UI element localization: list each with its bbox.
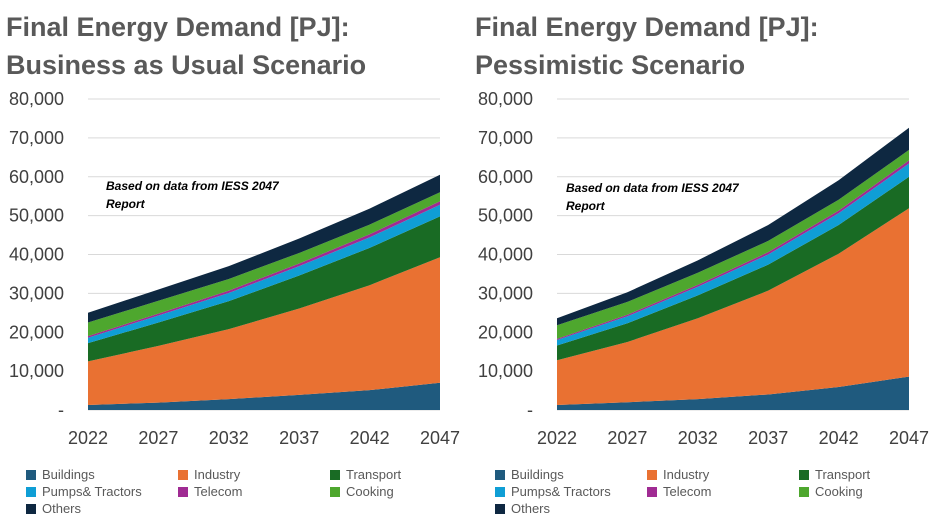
x-tick-label: 2042 bbox=[819, 428, 859, 448]
y-tick-label: 50,000 bbox=[478, 206, 533, 226]
x-tick-label: 2037 bbox=[279, 428, 319, 448]
legend-swatch bbox=[799, 470, 809, 480]
legend-swatch bbox=[647, 470, 657, 480]
y-tick-label: 20,000 bbox=[9, 322, 64, 342]
y-tick-label: - bbox=[58, 400, 64, 420]
legend-swatch bbox=[178, 487, 188, 497]
legend-label: Telecom bbox=[194, 484, 243, 499]
legend-item-telecom: Telecom bbox=[178, 484, 242, 500]
chart-title-line2: Pessimistic Scenario bbox=[475, 50, 746, 80]
legend-label: Industry bbox=[663, 467, 710, 482]
legend-item-pumps-tractors: Pumps& Tractors bbox=[495, 484, 611, 500]
annotation-line1: Based on data from IESS 2047 bbox=[566, 181, 740, 195]
x-tick-label: 2022 bbox=[68, 428, 108, 448]
legend-swatch bbox=[330, 487, 340, 497]
chart-panel-pessimistic: Final Energy Demand [PJ]: Pessimistic Sc… bbox=[469, 0, 938, 530]
y-tick-label: 10,000 bbox=[478, 361, 533, 381]
legend-item-transport: Transport bbox=[799, 467, 870, 483]
legend-label: Industry bbox=[194, 467, 241, 482]
area-series-transport bbox=[88, 216, 440, 362]
x-tick-label: 2037 bbox=[748, 428, 788, 448]
area-series-transport bbox=[557, 176, 909, 361]
chart-panel-bau: Final Energy Demand [PJ]: Business as Us… bbox=[6, 8, 460, 517]
legend-swatch bbox=[799, 487, 809, 497]
y-tick-label: 50,000 bbox=[9, 206, 64, 226]
area-series-buildings bbox=[88, 382, 440, 410]
legend-swatch bbox=[330, 470, 340, 480]
y-tick-label: 40,000 bbox=[9, 245, 64, 265]
y-tick-label: 20,000 bbox=[478, 322, 533, 342]
y-tick-label: 70,000 bbox=[9, 128, 64, 148]
chart-title-line1: Final Energy Demand [PJ]: bbox=[475, 12, 819, 42]
legend-label: Others bbox=[511, 501, 551, 516]
legend-item-others: Others bbox=[495, 501, 550, 517]
chart-title: Final Energy Demand [PJ]: Pessimistic Sc… bbox=[475, 8, 819, 84]
legend-label: Cooking bbox=[815, 484, 863, 499]
legend-label: Buildings bbox=[42, 467, 95, 482]
x-tick-label: 2027 bbox=[138, 428, 178, 448]
x-tick-label: 2042 bbox=[350, 428, 390, 448]
area-series-industry bbox=[557, 208, 909, 405]
legend-item-industry: Industry bbox=[647, 467, 709, 483]
legend-label: Buildings bbox=[511, 467, 564, 482]
annotation-line2: Report bbox=[106, 197, 146, 211]
legend-item-buildings: Buildings bbox=[26, 467, 95, 483]
legend-swatch bbox=[26, 470, 36, 480]
chart-title-line2: Business as Usual Scenario bbox=[6, 50, 367, 80]
legend-label: Pumps& Tractors bbox=[42, 484, 142, 499]
legend-item-transport: Transport bbox=[330, 467, 401, 483]
area-series-cooking bbox=[557, 149, 909, 339]
chart-title-line1: Final Energy Demand [PJ]: bbox=[6, 12, 350, 42]
legend-swatch bbox=[26, 504, 36, 514]
y-tick-label: 70,000 bbox=[478, 128, 533, 148]
y-tick-label: 80,000 bbox=[9, 89, 64, 109]
legend-swatch bbox=[26, 487, 36, 497]
chart-title: Final Energy Demand [PJ]: Business as Us… bbox=[6, 8, 366, 84]
area-chart-bau: - 10,000 20,000 30,000 40,000 50,000 60,000 70,… bbox=[9, 89, 460, 448]
area-series-buildings bbox=[557, 376, 909, 410]
x-tick-label: 2022 bbox=[537, 428, 577, 448]
legend-label: Pumps& Tractors bbox=[511, 484, 611, 499]
legend-label: Cooking bbox=[346, 484, 394, 499]
legend-item-telecom: Telecom bbox=[647, 484, 711, 500]
area-series-pumps-tractors bbox=[88, 204, 440, 344]
area-series-others bbox=[88, 174, 440, 323]
legend-item-cooking: Cooking bbox=[330, 484, 394, 500]
legend-swatch bbox=[178, 470, 188, 480]
y-tick-label: 30,000 bbox=[9, 283, 64, 303]
y-tick-label: 60,000 bbox=[9, 167, 64, 187]
area-series-cooking bbox=[88, 192, 440, 337]
legend-swatch bbox=[495, 504, 505, 514]
legend-label: Telecom bbox=[663, 484, 712, 499]
legend-swatch bbox=[647, 487, 657, 497]
area-series-others bbox=[557, 127, 909, 326]
annotation-line1: Based on data from IESS 2047 bbox=[106, 179, 280, 193]
x-tick-label: 2032 bbox=[678, 428, 718, 448]
legend-swatch bbox=[495, 470, 505, 480]
y-tick-label: 60,000 bbox=[478, 167, 533, 187]
legend-label: Transport bbox=[346, 467, 402, 482]
legend-item-buildings: Buildings bbox=[495, 467, 564, 483]
legend-label: Others bbox=[42, 501, 82, 516]
legend-item-industry: Industry bbox=[178, 467, 240, 483]
legend-item-others: Others bbox=[26, 501, 81, 517]
area-series-industry bbox=[88, 257, 440, 405]
legend-label: Transport bbox=[815, 467, 871, 482]
x-tick-label: 2047 bbox=[420, 428, 460, 448]
annotation-line2: Report bbox=[566, 199, 606, 213]
y-tick-label: 80,000 bbox=[478, 89, 533, 109]
y-tick-label: 10,000 bbox=[9, 361, 64, 381]
y-tick-label: 30,000 bbox=[478, 283, 533, 303]
y-tick-label: - bbox=[527, 400, 533, 420]
legend-item-pumps-tractors: Pumps& Tractors bbox=[26, 484, 142, 500]
legend-swatch bbox=[495, 487, 505, 497]
legend-item-cooking: Cooking bbox=[799, 484, 863, 500]
y-tick-label: 40,000 bbox=[478, 245, 533, 265]
x-tick-label: 2027 bbox=[607, 428, 647, 448]
area-chart-pessimistic: - 10,000 20,000 30,000 40,000 50,000 60,000 70,… bbox=[478, 89, 929, 448]
x-tick-label: 2047 bbox=[889, 428, 929, 448]
x-tick-label: 2032 bbox=[209, 428, 249, 448]
